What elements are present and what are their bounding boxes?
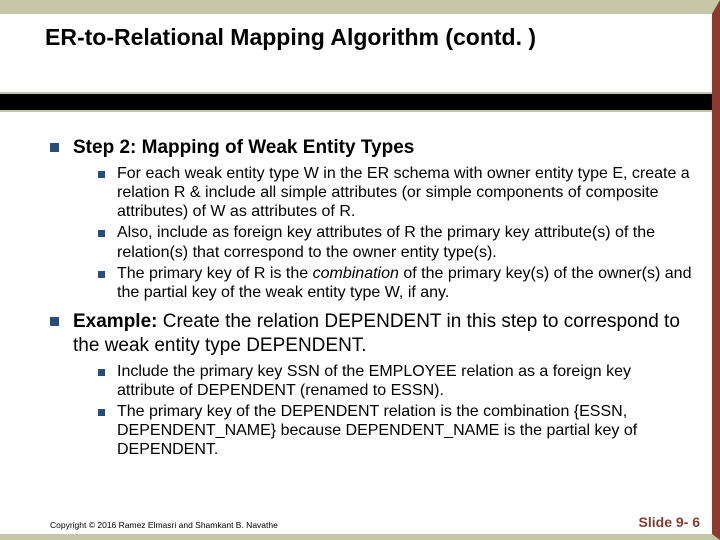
bullet-square-icon xyxy=(98,369,105,376)
copyright-text: Copyright © 2016 Ramez Elmasri and Shamk… xyxy=(50,520,278,530)
example-bullet: The primary key of the DEPENDENT relatio… xyxy=(98,402,692,460)
step-heading-text: Step 2: Mapping of Weak Entity Types xyxy=(73,137,414,158)
bullet-square-icon xyxy=(50,317,59,326)
bullet-square-icon xyxy=(50,143,59,152)
bullet-square-icon xyxy=(98,230,105,237)
step-bullet-text: For each weak entity type W in the ER sc… xyxy=(117,164,692,222)
step-heading: Step 2: Mapping of Weak Entity Types xyxy=(50,136,692,160)
title-underline xyxy=(0,92,712,112)
step-bullet: For each weak entity type W in the ER sc… xyxy=(98,164,692,222)
bullet-square-icon xyxy=(98,171,105,178)
example-bullet-text: Include the primary key SSN of the EMPLO… xyxy=(117,362,692,400)
content-area: Step 2: Mapping of Weak Entity Types For… xyxy=(0,128,712,510)
step-bullet: Also, include as foreign key attributes … xyxy=(98,223,692,261)
bullet-square-icon xyxy=(98,271,105,278)
step-bullet: The primary key of R is the combination … xyxy=(98,264,692,302)
footer: Copyright © 2016 Ramez Elmasri and Shamk… xyxy=(50,514,700,530)
bullet-square-icon xyxy=(98,409,105,416)
slide-number: Slide 9- 6 xyxy=(639,514,700,530)
slide-title: ER-to-Relational Mapping Algorithm (cont… xyxy=(45,24,690,51)
step-bullet-text: The primary key of R is the combination … xyxy=(117,264,692,302)
example-bullet-text: The primary key of the DEPENDENT relatio… xyxy=(117,402,692,460)
example-heading-text: Example: Create the relation DEPENDENT i… xyxy=(73,310,692,358)
step-bullet-text: Also, include as foreign key attributes … xyxy=(117,223,692,261)
example-heading: Example: Create the relation DEPENDENT i… xyxy=(50,310,692,358)
example-bullet: Include the primary key SSN of the EMPLO… xyxy=(98,362,692,400)
title-area: ER-to-Relational Mapping Algorithm (cont… xyxy=(0,0,720,61)
